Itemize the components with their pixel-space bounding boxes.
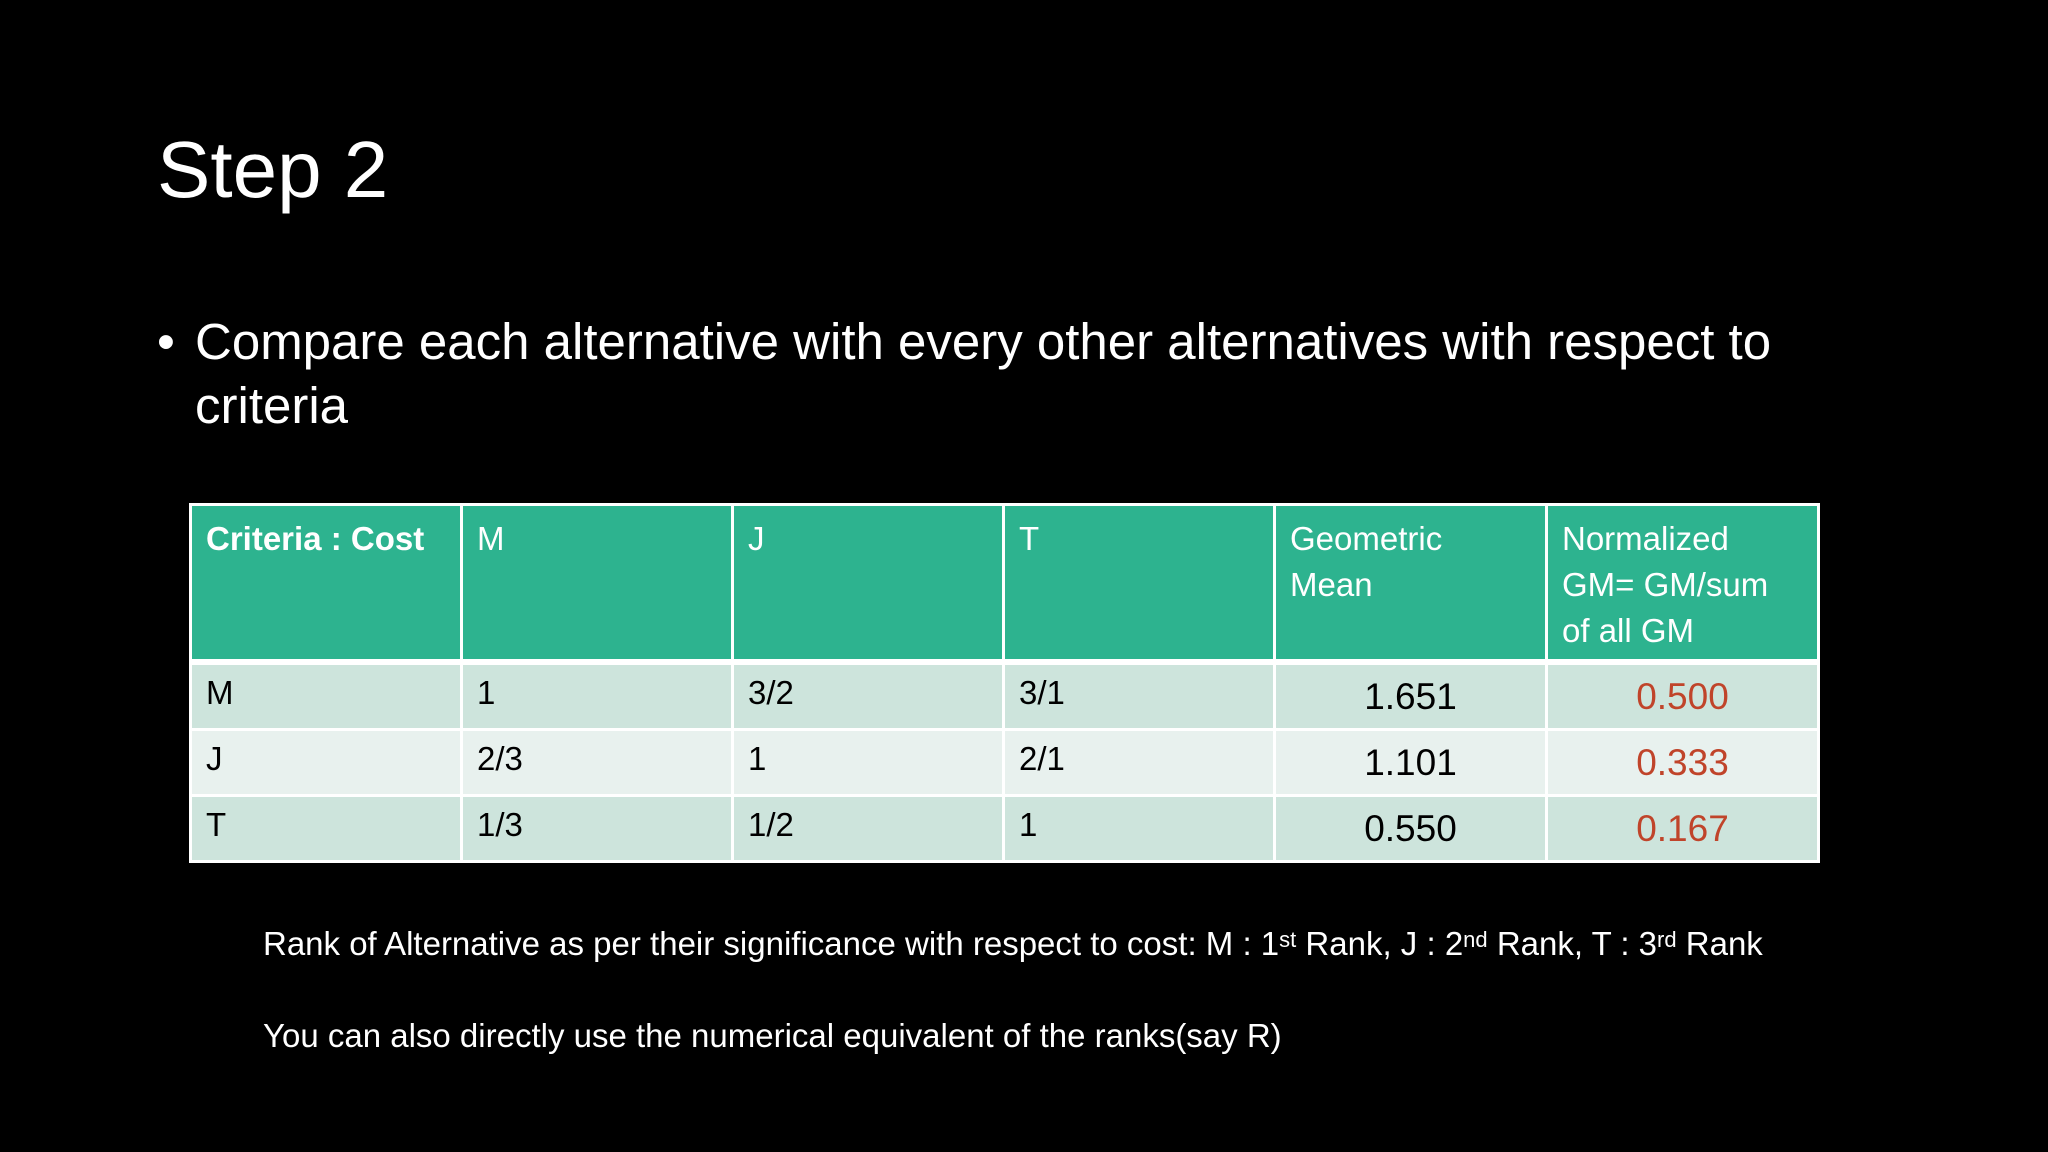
row-label: T [189, 794, 463, 863]
table-row: J 2/3 1 2/1 1.101 0.333 [189, 728, 1820, 797]
header-geometric-mean: Geometric Mean [1273, 503, 1548, 665]
cell-m: 1/3 [460, 794, 734, 863]
rank-note-prefix: Rank of Alternative as per their signifi… [263, 925, 1280, 962]
rank-note-mid2: Rank, T : 3 [1487, 925, 1658, 962]
cell-j: 1 [731, 728, 1005, 797]
bullet-point: • Compare each alternative with every ot… [157, 310, 1897, 438]
table-row: M 1 3/2 3/1 1.651 0.500 [189, 660, 1820, 731]
header-t: T [1002, 503, 1276, 665]
bullet-text: Compare each alternative with every othe… [195, 313, 1772, 434]
rank-sup-third: rd [1657, 927, 1677, 952]
comparison-table: Criteria : Cost M J T Geometric Mean Nor… [189, 503, 1820, 863]
cell-j: 1/2 [731, 794, 1005, 863]
cell-geometric-mean: 1.651 [1273, 660, 1548, 731]
numeric-note: You can also directly use the numerical … [263, 1017, 1282, 1054]
cell-normalized-gm: 0.167 [1545, 794, 1820, 863]
cell-geometric-mean: 1.101 [1273, 728, 1548, 797]
row-label: M [189, 660, 463, 731]
cell-t: 1 [1002, 794, 1276, 863]
rank-sup-first: st [1279, 927, 1297, 952]
row-label: J [189, 728, 463, 797]
header-normalized-gm: Normalized GM= GM/sum of all GM [1545, 503, 1820, 665]
rank-note-suffix: Rank [1676, 925, 1763, 962]
bullet-dot-icon: • [157, 313, 175, 370]
cell-t: 2/1 [1002, 728, 1276, 797]
cell-j: 3/2 [731, 660, 1005, 731]
header-j: J [731, 503, 1005, 665]
cell-normalized-gm: 0.333 [1545, 728, 1820, 797]
slide-title: Step 2 [157, 125, 389, 214]
header-m: M [460, 503, 734, 665]
table-header-row: Criteria : Cost M J T Geometric Mean Nor… [189, 503, 1820, 665]
rank-sup-second: nd [1463, 927, 1488, 952]
header-criteria: Criteria : Cost [189, 503, 463, 665]
cell-geometric-mean: 0.550 [1273, 794, 1548, 863]
table-row: T 1/3 1/2 1 0.550 0.167 [189, 794, 1820, 863]
cell-m: 1 [460, 660, 734, 731]
rank-note: Rank of Alternative as per their signifi… [263, 924, 1763, 964]
rank-note-mid1: Rank, J : 2 [1296, 925, 1464, 962]
cell-t: 3/1 [1002, 660, 1276, 731]
cell-normalized-gm: 0.500 [1545, 660, 1820, 731]
cell-m: 2/3 [460, 728, 734, 797]
